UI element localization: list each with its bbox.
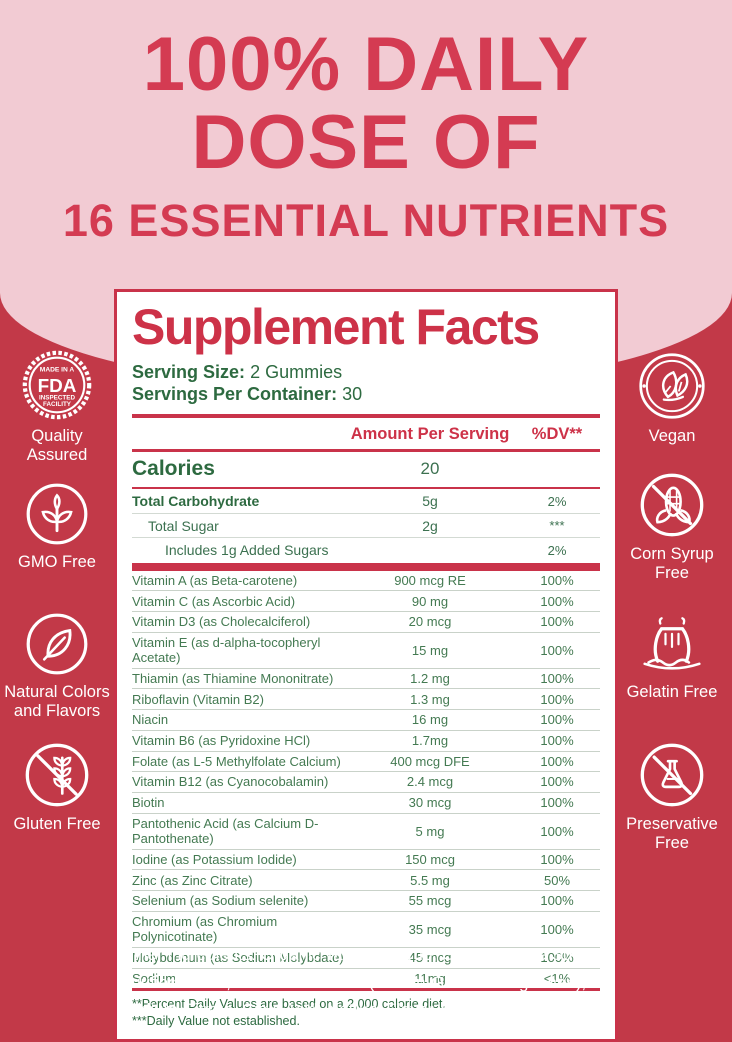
- headline-line-2: DOSE OF: [191, 99, 541, 185]
- macro-table: Total Carbohydrate 5g 2% Total Sugar 2g …: [132, 489, 600, 562]
- divider: [132, 988, 600, 991]
- serving-size-label: Serving Size:: [132, 362, 246, 382]
- badge-label: Quality Assured: [26, 427, 88, 464]
- badge-preservative-free: Preservative Free: [616, 742, 728, 853]
- other-ingredients: Other Ingredients: Organic Tapioca Syrup…: [120, 945, 610, 1020]
- divider: [132, 448, 600, 452]
- supplement-facts-panel: Supplement Facts Serving Size: 2 Gummies…: [114, 289, 618, 1042]
- leaves-circle-icon: [639, 353, 705, 419]
- table-row: Vitamin B12 (as Cyanocobalamin) 2.4 mcg …: [132, 772, 600, 793]
- calories-value: 20: [420, 458, 440, 478]
- leaf-icon: [26, 613, 88, 675]
- table-row: Thiamin (as Thiamine Mononitrate) 1.2 mg…: [132, 669, 600, 690]
- svg-text:INSPECTED: INSPECTED: [39, 395, 75, 402]
- serving-info: Serving Size: 2 Gummies Servings Per Con…: [132, 361, 600, 406]
- table-row: Sodium 11mg <1%: [132, 970, 571, 986]
- table-row: Vitamin D3 (as Cholecalciferol) 20 mcg 1…: [132, 612, 600, 633]
- badge-vegan: Vegan: [616, 352, 728, 446]
- badge-corn-syrup-free: Corn Syrup Free: [616, 472, 728, 583]
- svg-text:FACILITY: FACILITY: [43, 401, 72, 408]
- svg-text:FDA: FDA: [38, 376, 77, 397]
- badge-label: GMO Free: [18, 553, 96, 571]
- table-row: Total Sugar 2g ***: [132, 514, 600, 539]
- badge-label: Vegan: [648, 427, 696, 445]
- divider: [132, 413, 600, 418]
- badge-label: Preservative Free: [626, 815, 718, 852]
- table-header-row: Amount Per Serving %DV**: [132, 418, 600, 449]
- jelly-icon: [643, 617, 701, 670]
- svg-text:MADE IN A: MADE IN A: [40, 367, 75, 374]
- table-row: Folate (as L-5 Methylfolate Calcium) 400…: [132, 752, 600, 773]
- panel-title: Supplement Facts: [132, 299, 540, 355]
- table-row: Includes 1g Added Sugars 2%: [165, 542, 567, 559]
- fda-badge-icon: MADE IN A FDA INSPECTED FACILITY: [22, 350, 92, 420]
- badge-label: Gelatin Free: [626, 683, 718, 701]
- table-row: Molybdenum (as Sodium Molybdate) 45 mcg …: [132, 948, 600, 969]
- badge-gluten-free: Gluten Free: [1, 742, 113, 834]
- servings-per-container: Servings Per Container: 30: [132, 383, 600, 405]
- no-flask-icon: [640, 743, 704, 807]
- sprout-icon: [26, 483, 88, 545]
- servings-value: 30: [342, 384, 363, 405]
- headline-line-1: 100% DAILY: [142, 22, 590, 107]
- nutrient-table: Vitamin A (as Beta-carotene) 900 mcg RE …: [132, 571, 600, 989]
- badge-label: Natural Colors and Flavors: [4, 683, 110, 720]
- table-row: Niacin 16 mg 100%: [132, 710, 600, 731]
- headline-line-3: 16 ESSENTIAL NUTRIENTS: [62, 195, 670, 247]
- serving-size: Serving Size: 2 Gummies: [132, 361, 600, 383]
- badge-natural-colors: Natural Colors and Flavors: [1, 612, 113, 721]
- badge-gelatin-free: Gelatin Free: [616, 610, 728, 702]
- footnote-dv: **Percent Daily Values are based on a 2,…: [132, 996, 446, 1011]
- table-row: Vitamin A (as Beta-carotene) 900 mcg RE …: [132, 571, 600, 592]
- no-corn-icon: [640, 473, 704, 537]
- badge-quality-assured: MADE IN A FDA INSPECTED FACILITY Quality…: [1, 350, 113, 465]
- badge-label: Gluten Free: [13, 815, 101, 833]
- headline: 100% DAILY DOSE OF 16 ESSENTIAL NUTRIENT…: [0, 26, 732, 247]
- badge-label: Corn Syrup Free: [630, 545, 714, 582]
- no-wheat-icon: [25, 743, 89, 807]
- calories-label: Calories: [132, 456, 215, 480]
- calories-row: Calories 20: [132, 452, 600, 487]
- divider: [132, 486, 600, 490]
- table-row: Riboflavin (Vitamin B2) 1.3 mg 100%: [132, 689, 600, 711]
- column-header-dv: %DV**: [531, 424, 583, 443]
- servings-label: Servings Per Container:: [132, 384, 338, 405]
- serving-size-value: 2 Gummies: [250, 362, 343, 382]
- column-header-amount: Amount Per Serving: [350, 424, 510, 443]
- table-row: Vitamin E (as d-alpha-tocopheryl Acetate…: [132, 633, 600, 669]
- table-row: Pantothenic Acid (as Calcium D-Pantothen…: [132, 814, 600, 850]
- table-row: Chromium (as Chromium Polynicotinate) 35…: [132, 912, 600, 948]
- table-row: Zinc (as Zinc Citrate) 5.5 mg 50%: [132, 870, 600, 892]
- table-row: Total Carbohydrate 5g 2%: [132, 489, 600, 514]
- table-row: Vitamin B6 (as Pyridoxine HCl) 1.7mg 100…: [132, 731, 600, 752]
- thick-divider: [132, 562, 600, 571]
- table-row: Vitamin C (as Ascorbic Acid) 90 mg 100%: [132, 591, 600, 613]
- badge-gmo-free: GMO Free: [1, 482, 113, 572]
- table-row: Iodine (as Potassium Iodide) 150 mcg 100…: [132, 850, 600, 871]
- table-row: Biotin 30 mcg 100%: [132, 793, 600, 814]
- table-row: Selenium (as Sodium selenite) 55 mcg 100…: [132, 891, 600, 912]
